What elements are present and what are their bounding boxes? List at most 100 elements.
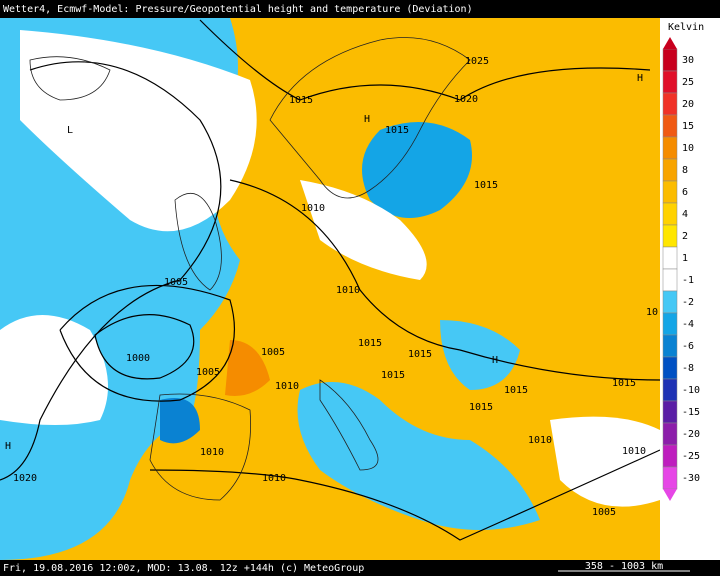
legend-label: 25 [682,77,694,88]
legend-label: 20 [682,99,694,110]
isobar-label: 1020 [454,94,478,105]
legend-swatch [662,136,678,160]
isobar-label: 10 [646,307,658,318]
isobar [199,19,651,101]
coastline [174,192,222,291]
isobar-label: 1005 [592,507,616,518]
legend-unit: Kelvin [668,22,704,33]
isobar-label: 1000 [126,353,150,364]
isobar [94,314,195,380]
isobar-label: 1025 [465,56,489,67]
legend-label: 30 [682,55,694,66]
legend-swatch [662,224,678,248]
legend-swatch [662,312,678,336]
legend-label: 10 [682,143,694,154]
legend-swatch [662,356,678,380]
isobar-label: 1010 [301,203,325,214]
isobar-label: 1010 [262,473,286,484]
isobar-label: 1010 [275,381,299,392]
legend-swatch [662,290,678,314]
isobar-label: 1015 [469,402,493,413]
isobar-label: 1010 [336,285,360,296]
legend-label: -1 [682,275,694,286]
legend-label: -20 [682,429,700,440]
isobar-label: 1005 [164,277,188,288]
legend-swatch [662,114,678,138]
legend-swatch [662,378,678,402]
legend-label: -10 [682,385,700,396]
isobar-label: 1020 [13,473,37,484]
legend-swatch [662,422,678,446]
legend-swatch [662,202,678,226]
france-warm [225,340,270,396]
isobar-label: 1015 [504,385,528,396]
isobar-label: 1015 [358,338,382,349]
isobar [0,61,222,481]
isobar-label: 1015 [385,125,409,136]
scale-text: 358 - 1003 km [585,561,663,572]
coastline [319,379,379,471]
legend-swatch [662,268,678,292]
isobar-label: 1015 [408,349,432,360]
footer-text: Fri, 19.08.2016 12:00z, MOD: 13.08. 12z … [3,563,364,574]
isobar [149,449,661,541]
legend-label: -4 [682,319,694,330]
balkan-cool [440,320,520,390]
legend-label: 4 [682,209,688,220]
legend-label: -30 [682,473,700,484]
isobar-label: 1010 [200,447,224,458]
pressure-center: H [364,114,370,125]
legend-swatch [662,246,678,270]
title: Wetter4, Ecmwf-Model: Pressure/Geopotent… [3,4,473,15]
legend-label: -25 [682,451,700,462]
legend-label: 15 [682,121,694,132]
isobar-label: 1005 [261,347,285,358]
legend-swatch [662,466,678,490]
pressure-center: H [492,355,498,366]
pressure-center: L [67,125,73,136]
legend-label: -6 [682,341,694,352]
legend-swatch [662,180,678,204]
isobar [59,284,235,402]
coastline [269,37,471,199]
legend-swatch [662,444,678,468]
isobar-label: 1015 [381,370,405,381]
scandinavia-cool [362,122,472,218]
footer-bar [0,560,720,576]
legend: 30 25 20 15 10 8 6 4 2 1 -1 -2 -4 -6 -8 -10 -15 -20 -25 -30 [662,37,700,501]
legend-label: 8 [682,165,688,176]
isobar-label: 1015 [612,378,636,389]
legend-swatch [662,92,678,116]
pressure-center: H [637,73,643,84]
iberia-cool [160,398,200,444]
legend-label: -2 [682,297,694,308]
isobar [229,179,661,381]
legend-swatch [662,400,678,424]
legend-label: 6 [682,187,688,198]
legend-arrow [663,489,677,501]
legend-swatch [662,48,678,72]
isobar-label: 1010 [622,446,646,457]
isobar-label: 1005 [196,367,220,378]
neutral-area [0,315,108,425]
map: 1025 1015 1020 H 1015 L 1015 1010 1005 1010 1000 10… [0,18,661,560]
coastline [29,56,111,101]
pressure-center: H [5,441,11,452]
legend-swatch [662,158,678,182]
legend-label: -8 [682,363,694,374]
legend-label: -15 [682,407,700,418]
legend-label: 1 [682,253,688,264]
title-bar [0,0,720,18]
neutral-area [20,30,257,232]
isobar-label: 1010 [528,435,552,446]
isobar-label: 1015 [474,180,498,191]
coastline [149,393,251,501]
isobar-label: 1015 [289,95,313,106]
legend-swatch [662,334,678,358]
neutral-area [300,180,427,280]
legend-arrow [663,37,677,49]
legend-label: 2 [682,231,688,242]
legend-swatch [662,70,678,94]
neutral-area [550,416,660,507]
